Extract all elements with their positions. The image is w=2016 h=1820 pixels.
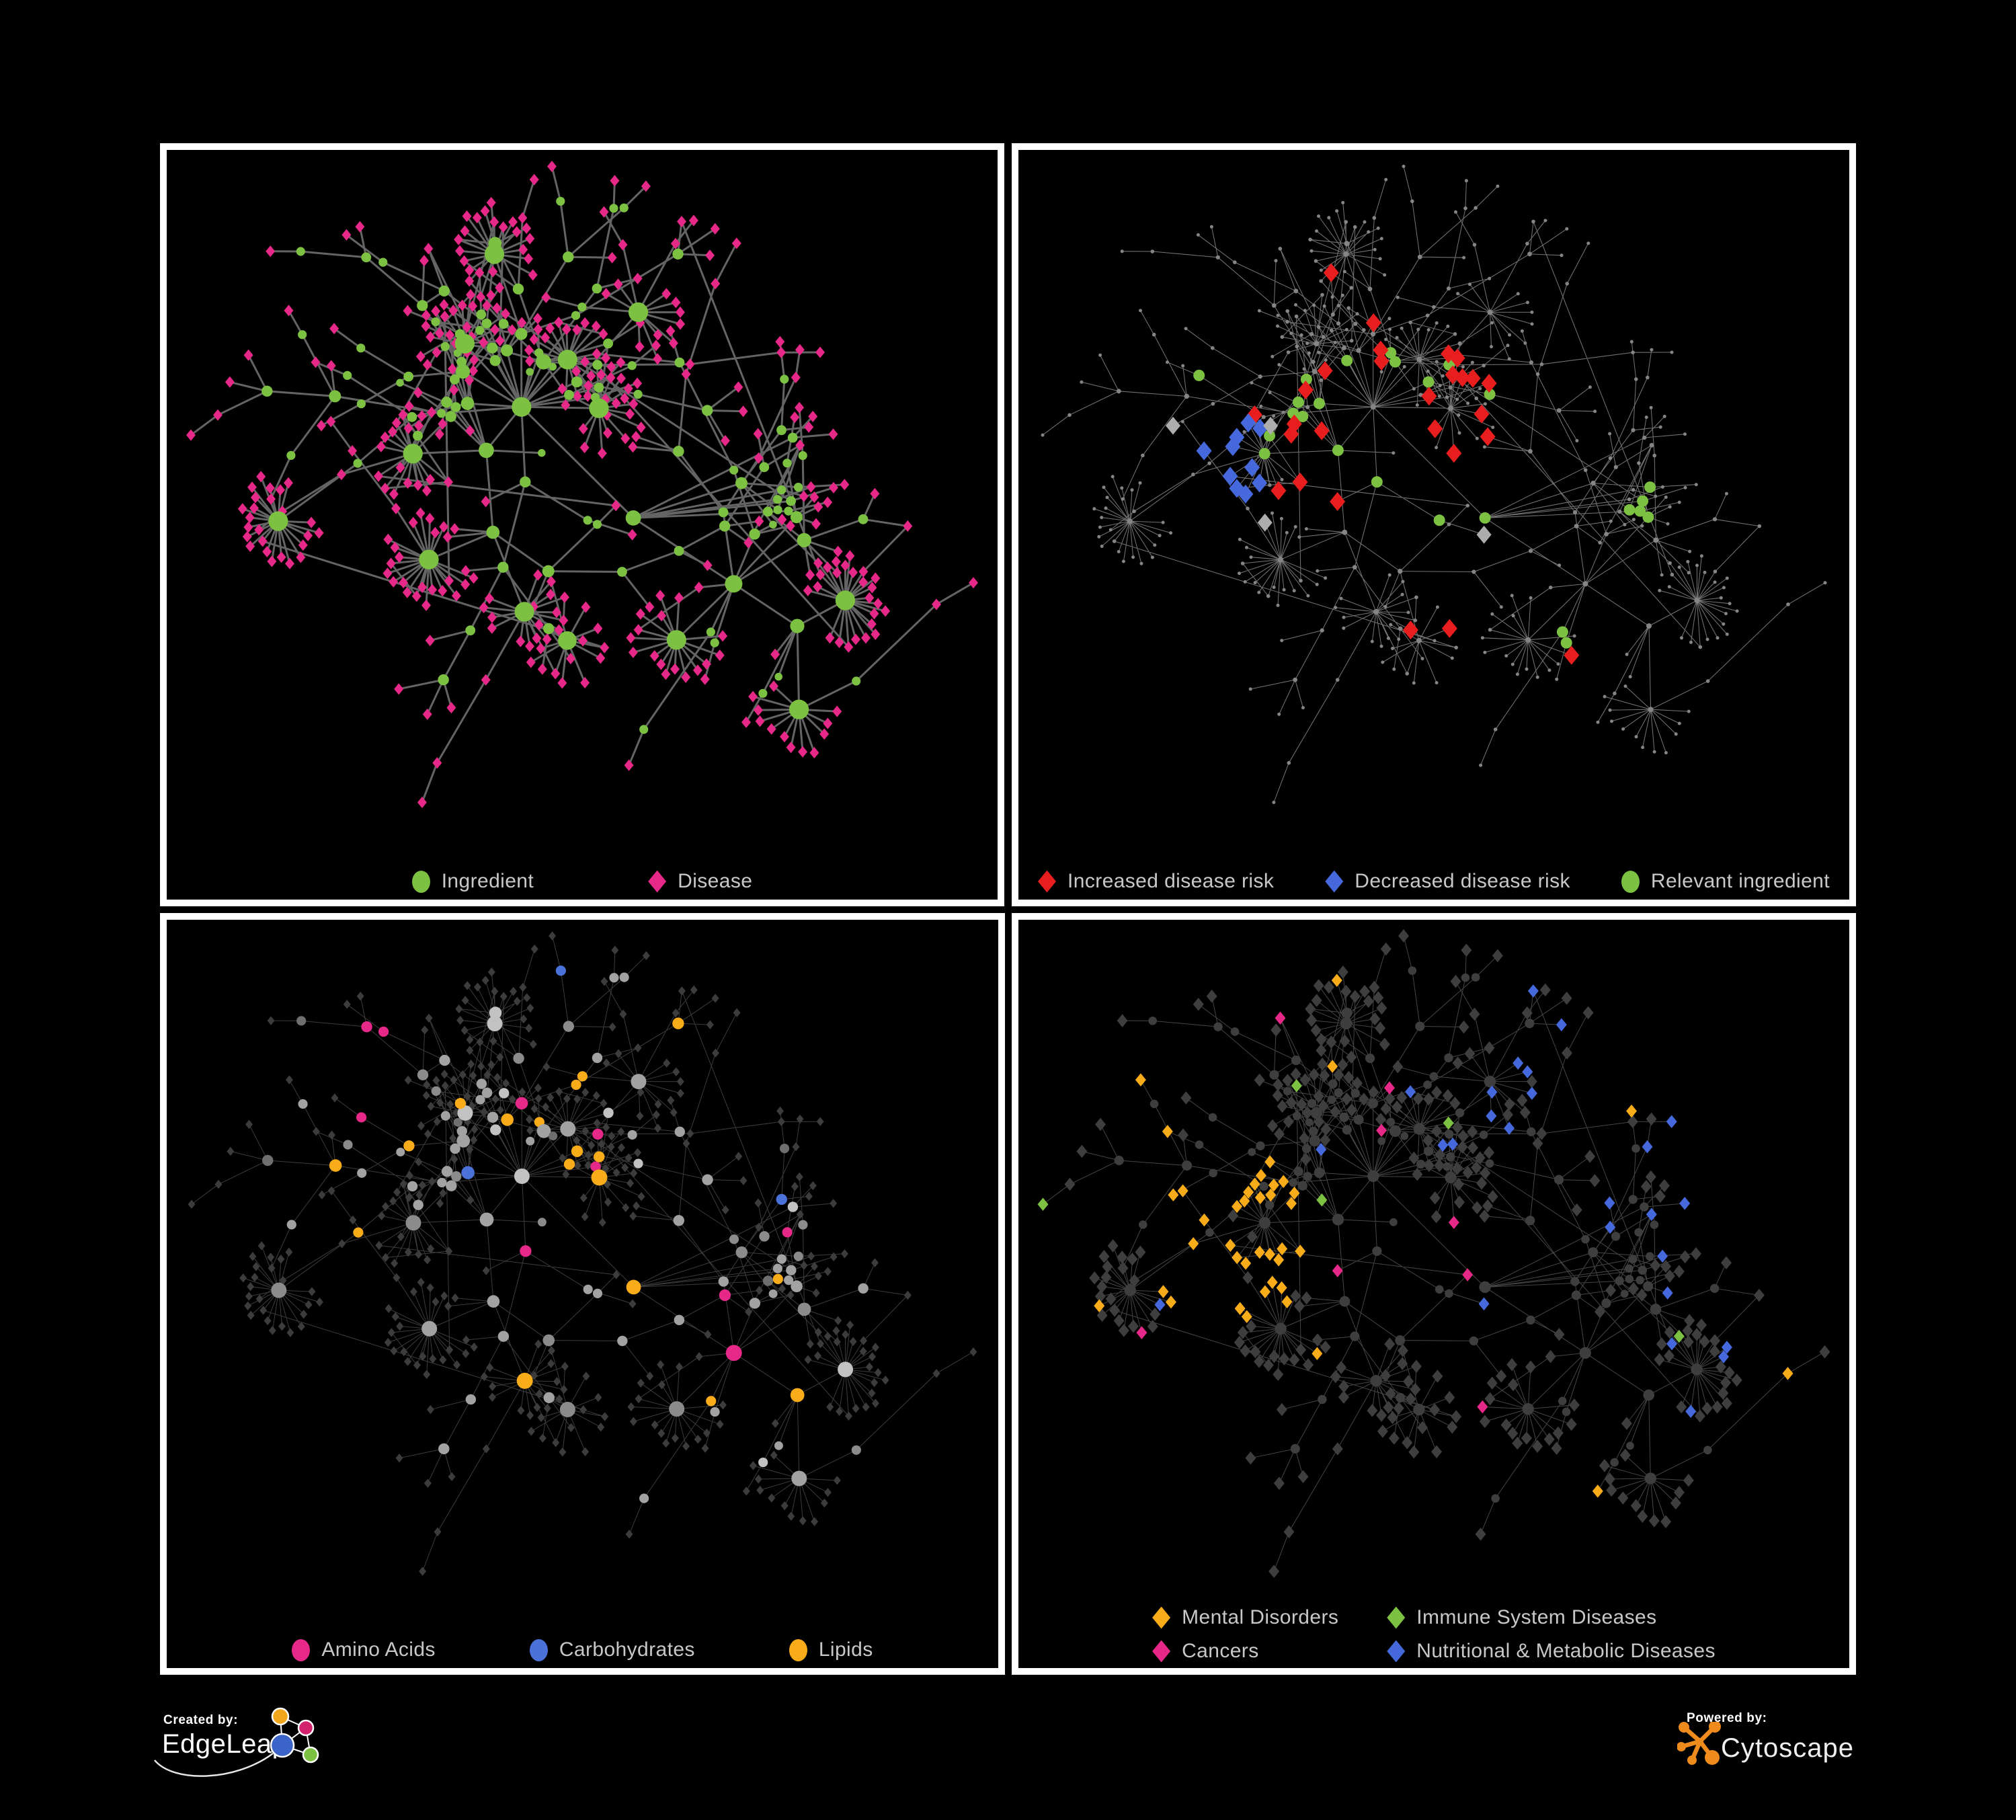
panel-disease-risk: Increased disease risk Decreased disease… xyxy=(1012,143,1856,906)
panel-nutrient-classes: Amino Acids Carbohydrates Lipids xyxy=(160,913,1005,1675)
panel-disease-classes: Mental Disorders Immune System Diseases … xyxy=(1012,913,1856,1675)
network-graph-ingredient-disease xyxy=(186,161,978,808)
powered-by-label: Powered by: xyxy=(1687,1711,1767,1725)
network-graph-disease-classes xyxy=(1037,929,1830,1578)
network-graph-disease-risk xyxy=(1041,165,1827,804)
panel-ingredient-disease: Ingredient Disease xyxy=(160,143,1004,906)
cytoscape-brand: Cytoscape xyxy=(1721,1733,1854,1763)
created-by-label: Created by: xyxy=(163,1713,239,1727)
cytoscape-logo-icon xyxy=(1677,1722,1721,1765)
edgeleap-logo-icon xyxy=(154,1707,319,1777)
network-graph-nutrient-classes xyxy=(188,931,977,1576)
edgeleap-brand: EdgeLeap xyxy=(162,1729,288,1759)
